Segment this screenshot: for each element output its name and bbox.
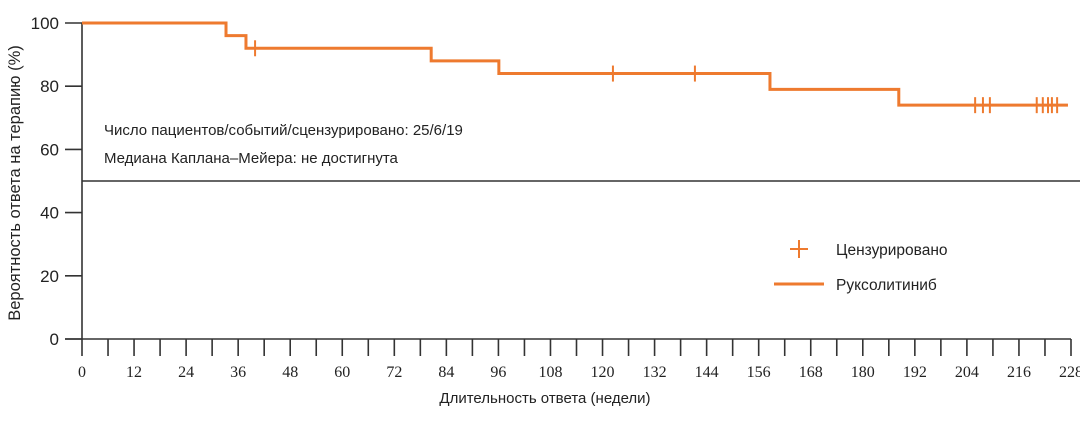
- x-tick-label: 168: [799, 364, 823, 381]
- x-tick-label: 144: [695, 364, 719, 381]
- x-tick-label: 108: [538, 364, 562, 381]
- x-tick-label: 192: [903, 364, 927, 381]
- x-tick-label: 228: [1059, 364, 1080, 381]
- x-tick-label: 84: [438, 364, 454, 381]
- x-tick-label: 216: [1007, 364, 1031, 381]
- x-tick-label: 12: [126, 364, 142, 381]
- x-tick-label: 48: [282, 364, 298, 381]
- x-tick-label: 72: [386, 364, 402, 381]
- x-tick-label: 60: [334, 364, 350, 381]
- x-tick-label: 120: [591, 364, 615, 381]
- x-tick-label: 156: [747, 364, 771, 381]
- x-axis: 0 12 24 36 48 60 72 84 96 108 120 132 144 156 168 180 19…: [78, 339, 1080, 381]
- censor-marks: [254, 40, 1059, 114]
- x-tick-label: 36: [230, 364, 246, 381]
- legend-censored-icon: [790, 240, 808, 258]
- y-tick-label: 20: [40, 267, 59, 286]
- y-axis: 0 20 40 60 80 100: [31, 14, 82, 349]
- y-tick-label: 0: [50, 330, 59, 349]
- x-tick-label: 204: [955, 364, 979, 381]
- x-tick-label: 0: [78, 364, 86, 381]
- legend: Цензурировано Руксолитиниб: [774, 240, 948, 294]
- y-tick-label: 40: [40, 204, 59, 223]
- annotation-median: Медиана Каплана–Мейера: не достигнута: [104, 150, 399, 167]
- y-tick-label: 60: [40, 140, 59, 159]
- legend-series-label: Руксолитиниб: [836, 277, 937, 294]
- y-axis-title: Вероятность ответа на терапию (%): [6, 45, 24, 321]
- y-tick-label: 80: [40, 77, 59, 96]
- y-tick-label: 100: [31, 14, 59, 33]
- legend-censored-label: Цензурировано: [836, 242, 948, 259]
- x-tick-label: 24: [178, 364, 194, 381]
- x-axis-title: Длительность ответа (недели): [439, 390, 650, 407]
- ruxolitinib-survival-curve: [82, 21, 1068, 107]
- annotation-patient-counts: Число пациентов/событий/сцензурировано: …: [104, 122, 463, 139]
- x-tick-label: 96: [490, 364, 506, 381]
- x-tick-label: 132: [643, 364, 667, 381]
- x-tick-label: 180: [851, 364, 875, 381]
